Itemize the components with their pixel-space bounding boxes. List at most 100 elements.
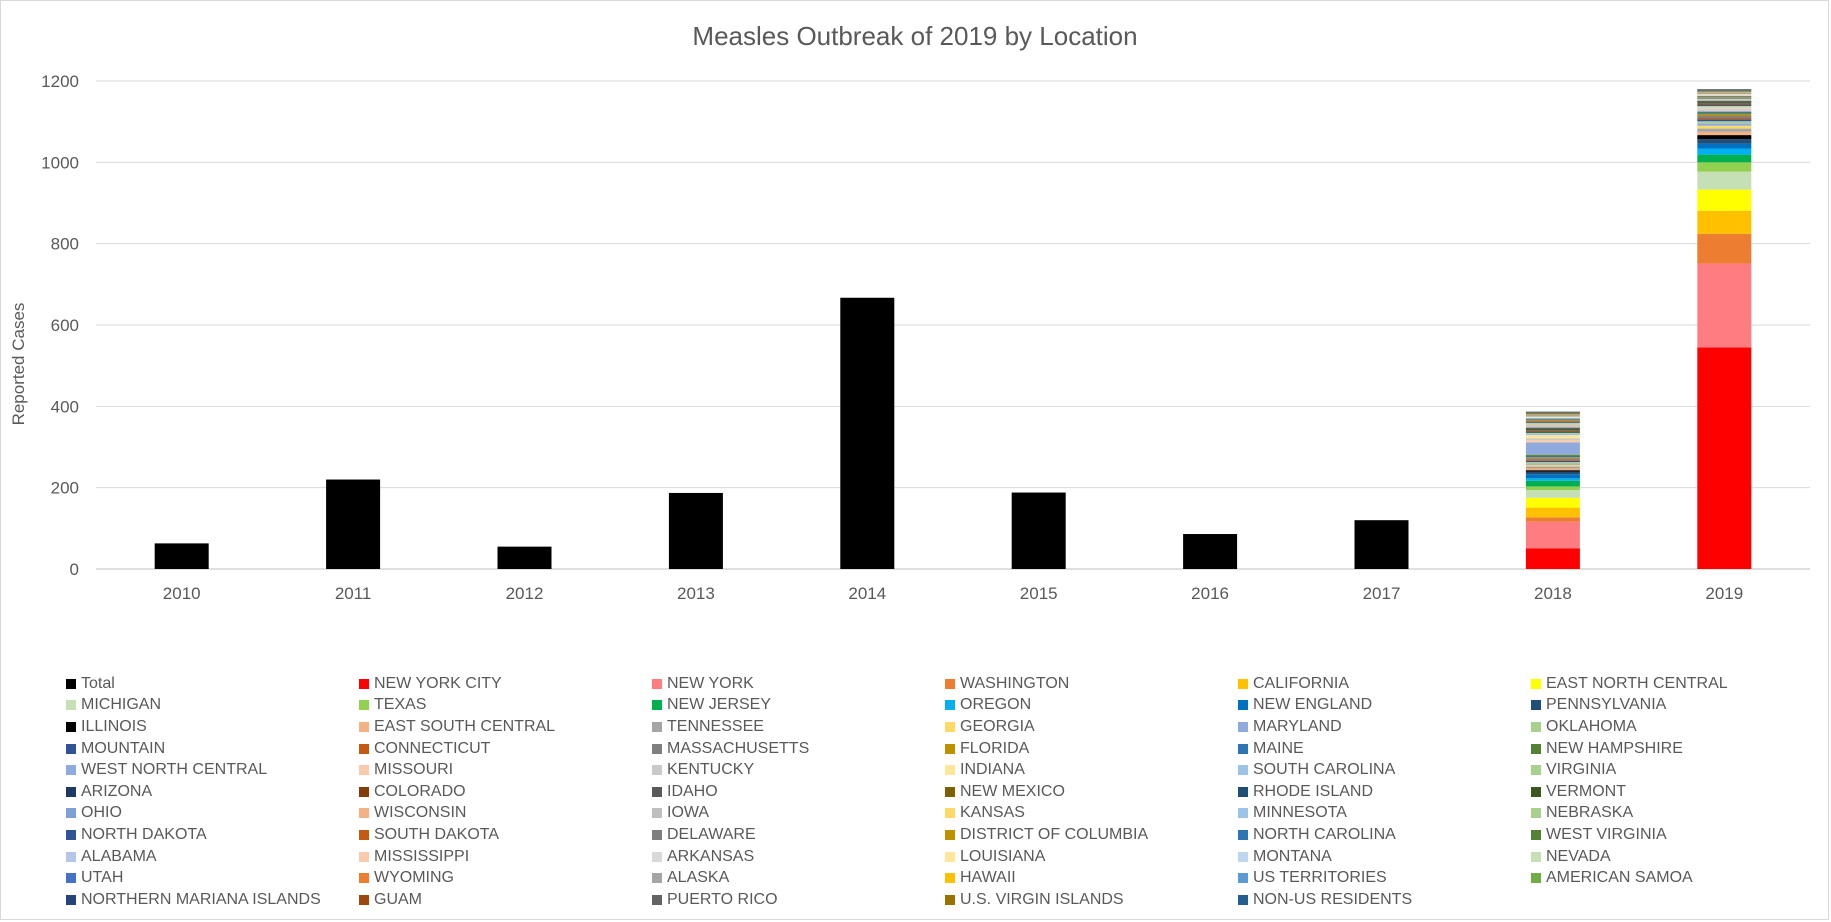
bar-segment — [1697, 94, 1752, 95]
bar-segment — [1525, 457, 1580, 459]
legend-item: MAINE — [1238, 738, 1531, 760]
legend-label: HAWAII — [960, 869, 1016, 887]
legend-label: SOUTH DAKOTA — [374, 825, 500, 843]
bar-segment — [1525, 438, 1580, 441]
legend-swatch — [652, 721, 662, 732]
legend-label: OKLAHOMA — [1546, 717, 1637, 735]
bar-segment — [1525, 420, 1580, 422]
legend-item: CALIFORNIA — [1238, 673, 1531, 695]
legend-label: NEW HAMPSHIRE — [1546, 739, 1683, 757]
legend-label: U.S. VIRGIN ISLANDS — [960, 890, 1124, 908]
legend-item: MOUNTAIN — [66, 738, 359, 760]
bar-segment — [1525, 480, 1580, 487]
legend-swatch — [1238, 786, 1248, 797]
legend-item: IOWA — [652, 803, 945, 825]
bar-segment — [1697, 93, 1752, 94]
legend-item: KENTUCKY — [652, 759, 945, 781]
legend-swatch — [945, 743, 955, 754]
legend-swatch — [1238, 894, 1248, 905]
legend-swatch — [359, 894, 369, 905]
bars — [154, 89, 1752, 569]
legend-item: ILLINOIS — [66, 716, 359, 738]
legend-swatch — [66, 894, 76, 905]
legend-label: COLORADO — [374, 782, 466, 800]
legend-swatch — [66, 786, 76, 797]
legend-label: NEW YORK CITY — [374, 674, 502, 692]
legend-swatch — [945, 808, 955, 819]
bar-segment — [1525, 486, 1580, 491]
bar-segment — [1525, 426, 1580, 428]
legend-label: NEW MEXICO — [960, 782, 1065, 800]
legend-label: NORTH CAROLINA — [1253, 825, 1396, 843]
bar-segment — [1697, 121, 1752, 124]
legend-item: MASSACHUSETTS — [652, 738, 945, 760]
bar-segment — [1525, 466, 1580, 469]
legend-item: WASHINGTON — [945, 673, 1238, 695]
bar-segment — [1697, 107, 1752, 109]
legend-item: IDAHO — [652, 781, 945, 803]
legend-label: ILLINOIS — [81, 717, 147, 735]
bar-segment — [1697, 98, 1752, 99]
bar-segment — [1697, 189, 1752, 211]
bar-segment — [1697, 154, 1752, 163]
legend-swatch — [1238, 873, 1248, 884]
x-tick-label: 2011 — [335, 584, 372, 603]
legend-item: GEORGIA — [945, 716, 1238, 738]
bar-segment — [1697, 90, 1752, 92]
legend-swatch — [359, 721, 369, 732]
legend-item: LOUISIANA — [945, 846, 1238, 868]
bar-segment — [1525, 423, 1580, 425]
x-tick-label: 2010 — [163, 584, 201, 603]
bar-segment — [1697, 113, 1752, 115]
legend-swatch — [1238, 721, 1248, 732]
legend-swatch — [66, 873, 76, 884]
legend-item: OREGON — [945, 695, 1238, 717]
legend-swatch — [652, 678, 662, 689]
bar-segment — [1697, 139, 1752, 144]
legend-item: NEVADA — [1531, 846, 1824, 868]
legend-item: SOUTH DAKOTA — [359, 824, 652, 846]
bar-segment — [1697, 89, 1752, 91]
bar-segment — [1525, 418, 1580, 420]
bar-segment — [1697, 91, 1752, 93]
legend-swatch — [1531, 700, 1541, 711]
legend-item: ARKANSAS — [652, 846, 945, 868]
legend-swatch — [1531, 829, 1541, 840]
bar-segment — [1525, 460, 1580, 463]
bar-segment — [1697, 89, 1752, 90]
legend-label: MONTANA — [1253, 847, 1332, 865]
legend-label: CALIFORNIA — [1253, 674, 1350, 692]
bar-segment — [1525, 462, 1580, 464]
bar-segment — [1354, 520, 1409, 569]
bar-segment — [1525, 433, 1580, 436]
x-tick-label: 2012 — [506, 584, 544, 603]
bar-segment — [1525, 415, 1580, 417]
bar-segment — [1011, 492, 1066, 569]
gridlines — [96, 80, 1810, 570]
legend-item: COLORADO — [359, 781, 652, 803]
bar-segment — [1525, 413, 1580, 415]
chart-plot: Measles Outbreak of 2019 by Location Rep… — [9, 21, 1810, 603]
legend-swatch — [652, 765, 662, 776]
y-axis-ticks: 0 200 400 600 800 1000 1200 — [41, 72, 79, 579]
bar-segment — [1697, 101, 1752, 103]
legend-label: CONNECTICUT — [374, 739, 491, 757]
legend-item: TENNESSEE — [652, 716, 945, 738]
legend-label: TEXAS — [374, 696, 427, 714]
legend-label: WISCONSIN — [374, 804, 467, 822]
legend-swatch — [1531, 765, 1541, 776]
legend-label: NEW YORK — [667, 674, 754, 692]
legend-item: CONNECTICUT — [359, 738, 652, 760]
legend-item: PUERTO RICO — [652, 889, 945, 911]
bar-segment — [1525, 428, 1580, 430]
bar-segment — [154, 543, 209, 569]
legend-label: WEST VIRGINIA — [1546, 825, 1667, 843]
bar-segment — [1697, 115, 1752, 118]
bar-segment — [1697, 100, 1752, 101]
legend-swatch — [1531, 721, 1541, 732]
legend-label: UTAH — [81, 869, 124, 887]
bar-segment — [1697, 89, 1752, 91]
bar-segment — [1525, 427, 1580, 428]
legend-item: MONTANA — [1238, 846, 1531, 868]
bar-segment — [1697, 94, 1752, 96]
